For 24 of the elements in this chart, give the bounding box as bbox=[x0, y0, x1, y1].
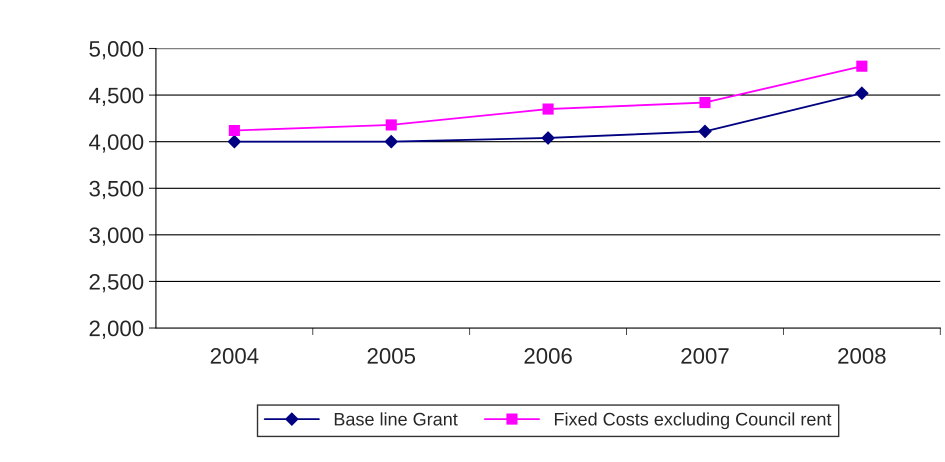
point bbox=[698, 124, 712, 138]
y-tick-label: 3,500 bbox=[89, 180, 144, 200]
x-tick-label: 2005 bbox=[368, 348, 416, 364]
point bbox=[855, 86, 868, 100]
point bbox=[228, 135, 241, 148]
x-tick-label: 2004 bbox=[210, 348, 258, 364]
y-tick-label: 4,000 bbox=[89, 134, 144, 153]
point bbox=[542, 131, 555, 145]
point bbox=[228, 124, 240, 136]
x-tick-label: 2008 bbox=[838, 348, 886, 364]
y-tick-label: 2,500 bbox=[90, 274, 144, 292]
point bbox=[699, 96, 711, 108]
y-tick-label: 5,000 bbox=[89, 41, 144, 60]
point bbox=[542, 104, 554, 115]
y-tick-label: 3,000 bbox=[89, 227, 144, 246]
y-tick-label: 4,500 bbox=[89, 88, 144, 106]
x-tick-label: 2007 bbox=[681, 348, 729, 364]
legend-label: Fixed Costs excluding Council rent bbox=[554, 412, 832, 430]
point bbox=[384, 135, 398, 148]
y-tick-label: 2,000 bbox=[90, 320, 144, 339]
legend-label: Base line Grant bbox=[334, 412, 458, 426]
x-tick-label: 2006 bbox=[524, 348, 572, 364]
point bbox=[856, 60, 868, 72]
point bbox=[386, 119, 397, 130]
